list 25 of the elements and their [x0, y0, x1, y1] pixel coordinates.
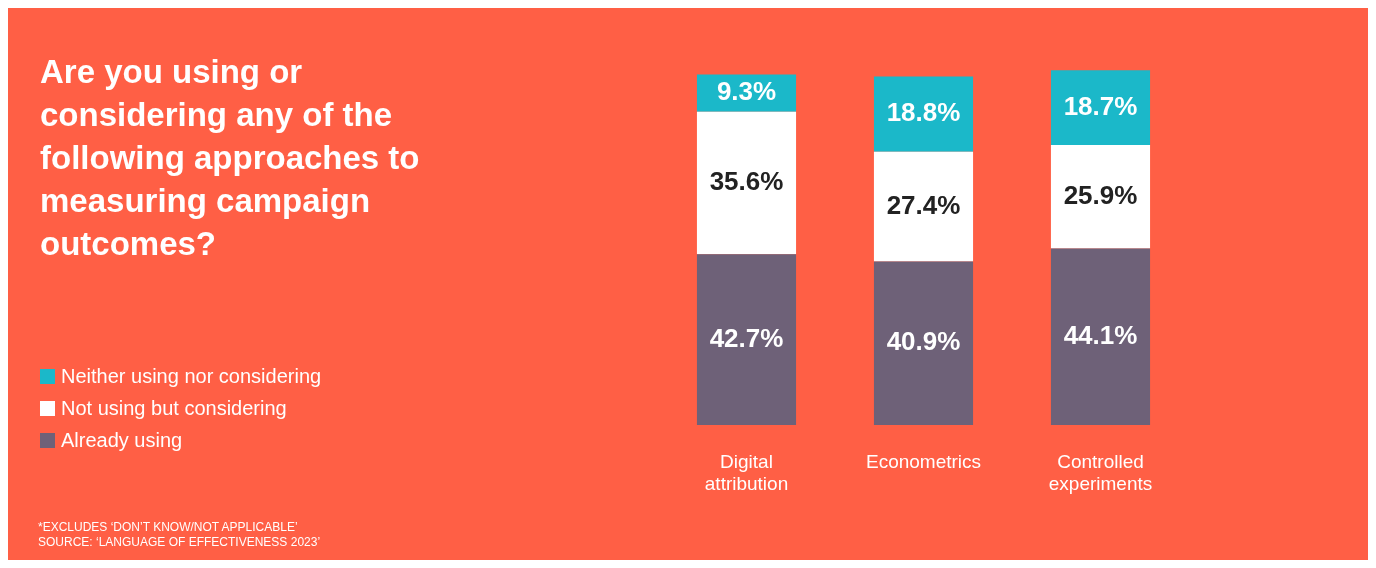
legend-label: Not using but considering — [61, 396, 287, 420]
data-label: 18.7% — [1063, 90, 1138, 121]
bar — [1050, 145, 1151, 249]
text: Are you using or considering any of the following approaches to measuring campaign outcomes? — [40, 52, 421, 264]
legend-label: Already using — [61, 428, 183, 452]
bar — [696, 254, 797, 425]
data-label: 40.9% — [886, 326, 961, 357]
data-label: 44.1% — [1063, 319, 1138, 350]
bar — [873, 151, 974, 262]
x-tick-label: Digital attribution — [704, 450, 789, 495]
bar — [873, 261, 974, 425]
x-tick-label: Controlled experiments — [1048, 450, 1153, 495]
data-label: 27.4% — [886, 189, 961, 220]
source-note: SOURCE: ‘LANGUAGE OF EFFECTIVENESS 2023’ — [38, 535, 321, 550]
data-label: 42.7% — [709, 322, 784, 353]
bar — [1050, 248, 1151, 425]
legend-label: Neither using nor considering — [61, 364, 322, 388]
bar — [1050, 70, 1151, 145]
bar — [696, 111, 797, 255]
data-label: 25.9% — [1063, 179, 1138, 210]
data-label: 18.8% — [886, 97, 961, 128]
x-tick-label: Econometrics — [865, 450, 982, 472]
data-label: 35.6% — [709, 166, 784, 197]
text: *EXCLUDES ‘DON’T KNOW/NOT APPLICABLE’ — [38, 520, 299, 535]
data-label: 9.3% — [716, 76, 777, 107]
